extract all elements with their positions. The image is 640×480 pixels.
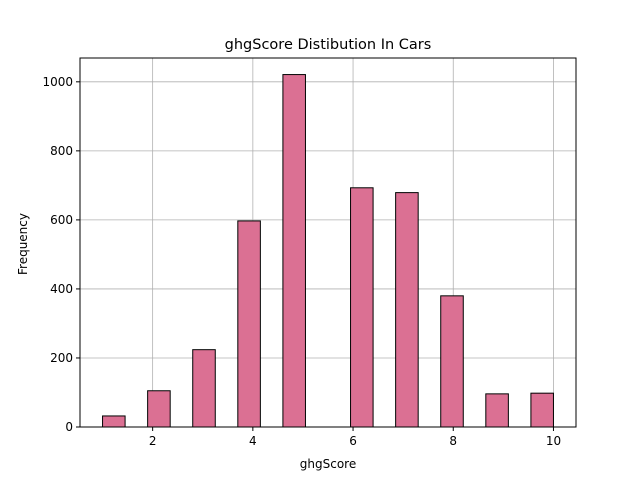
x-tick-label: 2 <box>149 434 157 448</box>
histogram-bar <box>485 393 509 428</box>
histogram-bar <box>237 220 261 428</box>
histogram-bar <box>282 74 306 428</box>
x-tick-label: 10 <box>546 434 561 448</box>
histogram-bar <box>440 295 464 428</box>
y-tick-label: 400 <box>50 282 73 296</box>
histogram-bar <box>192 349 216 428</box>
y-tick-label: 0 <box>65 420 73 434</box>
ticks: 2 4 6 8 10 0 200 400 600 800 1000 <box>42 75 561 448</box>
x-tick-label: 4 <box>249 434 257 448</box>
histogram-bar <box>102 415 126 428</box>
plot-frame <box>79 57 577 428</box>
histogram-bar <box>350 187 374 428</box>
y-tick-label: 600 <box>50 213 73 227</box>
y-tick-label: 800 <box>50 144 73 158</box>
histogram-bar <box>147 390 171 428</box>
histogram-bar <box>530 392 554 428</box>
y-axis-label: Frequency <box>16 213 30 275</box>
histogram-bar <box>395 192 419 428</box>
x-tick-label: 8 <box>449 434 457 448</box>
x-axis-label: ghgScore <box>300 457 356 471</box>
bars <box>102 74 554 428</box>
y-tick-label: 200 <box>50 351 73 365</box>
chart-title: ghgScore Distibution In Cars <box>225 37 432 53</box>
x-tick-label: 6 <box>349 434 357 448</box>
y-tick-label: 1000 <box>42 75 73 89</box>
